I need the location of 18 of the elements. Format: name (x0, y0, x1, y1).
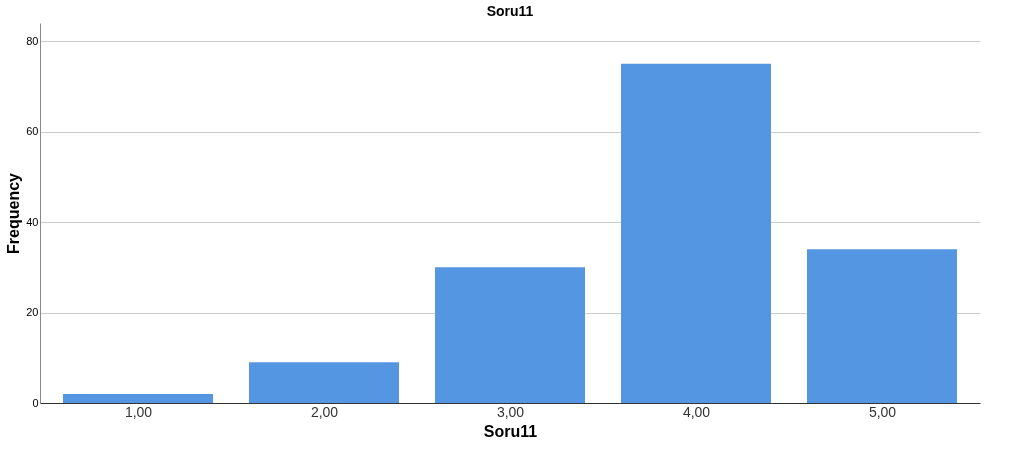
x-tick-label: 1,00 (124, 403, 153, 420)
bar (63, 393, 213, 403)
bar (621, 63, 771, 403)
x-axis-title: Soru11 (483, 422, 538, 440)
x-tick-label: 5,00 (868, 403, 897, 420)
x-tick-label: 3,00 (496, 403, 525, 420)
x-tick-label: 2,00 (310, 403, 339, 420)
x-tick-label: 4,00 (682, 403, 711, 420)
y-tick-label: 0 (32, 396, 39, 409)
y-tick-label: 40 (26, 215, 39, 228)
chart-title: Soru11 (486, 3, 534, 19)
y-tick-label: 60 (26, 125, 39, 138)
y-tick-label: 80 (26, 34, 39, 47)
y-axis-title: Frequency (5, 172, 23, 254)
bar (807, 249, 957, 403)
y-tick-label: 20 (26, 306, 39, 319)
bar (249, 362, 399, 403)
bar (435, 267, 585, 403)
